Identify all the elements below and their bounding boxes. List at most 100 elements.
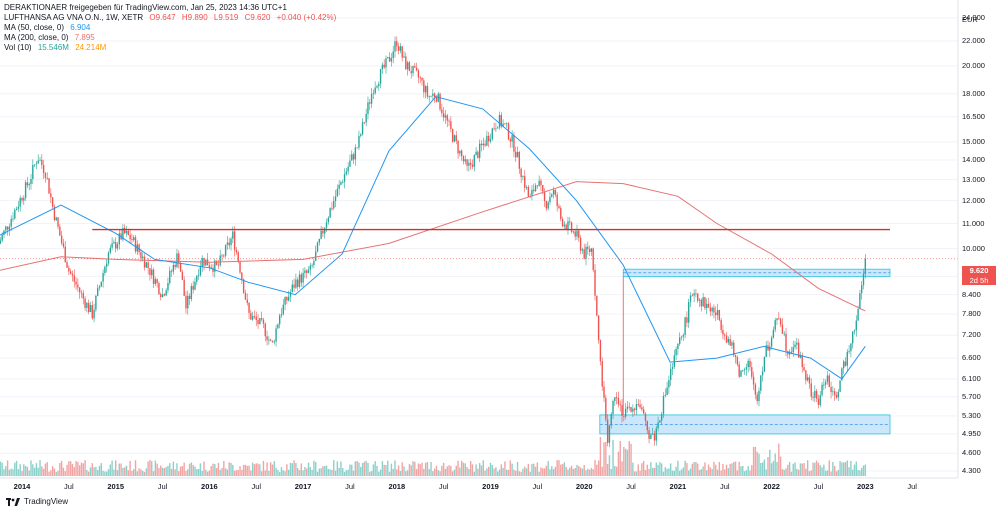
- candle-body: [644, 413, 647, 421]
- candle-body: [98, 286, 101, 289]
- volume-bar: [205, 469, 207, 476]
- volume-bar: [691, 463, 694, 476]
- symbol-name[interactable]: LUFTHANSA AG VNA O.N., 1W, XETR: [4, 13, 144, 22]
- moving-averages: [0, 96, 866, 380]
- volume-bar: [606, 463, 609, 476]
- candle-body: [304, 270, 306, 273]
- volume-bar: [228, 462, 230, 476]
- y-tick-label: 4.300: [962, 466, 981, 475]
- candle-body: [592, 248, 594, 271]
- volume-bar: [91, 463, 93, 476]
- volume-bar: [781, 468, 784, 476]
- candle-body: [287, 296, 290, 301]
- candle-body: [716, 310, 719, 316]
- x-tick-label: Jul: [157, 482, 168, 491]
- candle-body: [403, 56, 405, 58]
- candle-body: [165, 290, 167, 296]
- volume-bar: [534, 466, 537, 476]
- candle-body: [769, 346, 771, 351]
- volume-bar: [71, 463, 74, 476]
- volume-bar: [601, 466, 603, 476]
- candle-body: [262, 319, 265, 324]
- candle-body: [471, 164, 474, 167]
- volume-bar: [776, 461, 778, 476]
- candle-body: [179, 263, 182, 272]
- candle-body: [376, 86, 378, 88]
- volume-bar: [704, 462, 706, 476]
- tradingview-logo[interactable]: TradingView: [6, 497, 68, 506]
- countdown-tag: 2d 5h: [962, 276, 996, 285]
- candle-body: [277, 324, 279, 329]
- candle-body: [185, 295, 187, 309]
- candle-body: [131, 239, 133, 241]
- candle-body: [455, 135, 457, 141]
- candle-body: [129, 234, 131, 240]
- candle-body: [102, 273, 104, 282]
- volume-bar: [206, 471, 209, 476]
- candle-body: [410, 71, 412, 74]
- volume-bar: [430, 462, 432, 476]
- volume-bar: [107, 469, 110, 476]
- volume-bar: [473, 471, 475, 476]
- candle-body: [46, 177, 48, 179]
- candle-body: [433, 93, 436, 98]
- candle-body: [192, 286, 194, 290]
- volume-bar: [718, 462, 721, 476]
- volume-bar: [850, 460, 852, 476]
- volume-bar: [529, 471, 531, 476]
- candle-body: [846, 351, 848, 366]
- y-tick-label: 24.000: [962, 13, 985, 22]
- volume-bar: [608, 455, 611, 476]
- candle-body: [397, 46, 400, 51]
- volume-legend[interactable]: Vol (10) 15.546M 24.214M: [4, 43, 110, 53]
- candle-body: [390, 58, 393, 62]
- candle-body: [466, 159, 468, 166]
- volume-bar: [588, 469, 591, 476]
- candle-body: [367, 102, 369, 114]
- y-tick-label: 8.400: [962, 289, 981, 299]
- ma200-legend[interactable]: MA (200, close, 0) 7.895: [4, 33, 99, 43]
- volume-bar: [60, 460, 63, 476]
- volume-bar: [460, 460, 463, 476]
- volume-bar: [846, 460, 848, 476]
- volume-bar: [251, 462, 254, 476]
- candle-body: [324, 227, 326, 234]
- publisher-line: DERAKTIONAER freigegeben für TradingView…: [4, 3, 287, 12]
- candle-body: [33, 164, 36, 166]
- candle-body: [237, 252, 239, 262]
- volume-bar: [543, 468, 546, 476]
- volume-bar: [778, 443, 780, 476]
- candle-body: [774, 320, 776, 330]
- volume-bar: [671, 470, 674, 476]
- candle-body: [223, 255, 225, 257]
- volume-bar: [536, 462, 539, 476]
- candle-body: [369, 102, 371, 104]
- candle-body: [531, 189, 533, 197]
- candle-body: [388, 57, 391, 62]
- candle-body: [358, 135, 360, 148]
- volume-bar: [657, 464, 659, 476]
- volume-bar: [552, 469, 555, 476]
- volume-bar: [196, 469, 198, 476]
- candle-body: [585, 246, 587, 259]
- candle-body: [432, 93, 434, 96]
- volume-bar: [387, 460, 389, 476]
- volume-bar: [749, 470, 751, 476]
- candle-body: [765, 345, 767, 357]
- candle-body: [731, 342, 733, 346]
- candle-body: [749, 360, 751, 368]
- candle-body: [111, 243, 113, 248]
- volume-bar: [635, 471, 638, 476]
- volume-bar: [399, 470, 402, 476]
- x-tick-label: Jul: [532, 482, 543, 491]
- candle-body: [815, 390, 818, 399]
- volume-bar: [660, 463, 663, 476]
- ma50-legend[interactable]: MA (50, close, 0) 6.904: [4, 23, 94, 33]
- candle-body: [576, 230, 578, 237]
- candle-body: [451, 129, 454, 142]
- volume-ma-value: 24.214M: [75, 43, 107, 52]
- candle-body: [853, 330, 856, 332]
- candle-body: [552, 189, 555, 195]
- volume-bar: [797, 469, 800, 476]
